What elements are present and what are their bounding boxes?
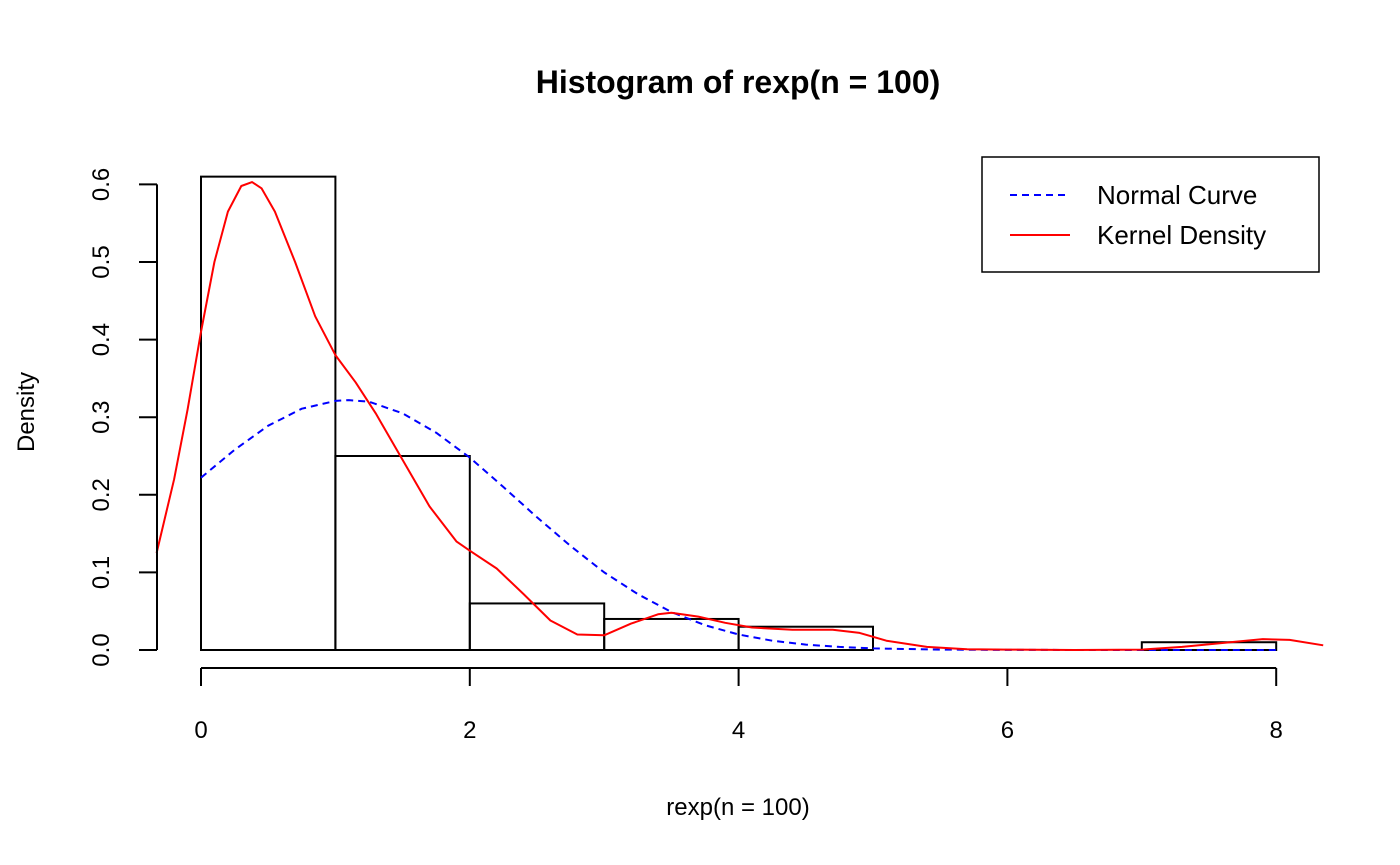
y-tick-label-3: 0.3	[88, 401, 115, 434]
histogram-bars	[200, 175, 1278, 652]
y-tick-label-0: 0.0	[88, 633, 115, 666]
x-axis: 0 2 4 6 8	[194, 667, 1283, 744]
legend-box	[981, 156, 1320, 273]
normal-curve	[200, 399, 1277, 651]
x-tick-label-8: 8	[1270, 717, 1283, 744]
y-tick-label-1: 0.1	[88, 556, 115, 589]
histogram-bar-1	[334, 455, 471, 651]
y-axis: 0.0 0.1 0.2 0.3 0.4 0.5 0.6	[88, 168, 158, 667]
x-tick-label-4: 4	[732, 717, 745, 744]
x-tick-label-0: 0	[194, 717, 207, 744]
y-tick-label-6: 0.6	[88, 168, 115, 201]
histogram-bar-0	[200, 175, 337, 651]
y-tick-label-4: 0.4	[88, 323, 115, 356]
kernel-density-curve	[155, 181, 1324, 651]
histogram-bar-2	[468, 602, 606, 652]
x-tick-label-2: 2	[463, 717, 476, 744]
y-axis-label: Density	[13, 372, 40, 452]
x-axis-label: rexp(n = 100)	[666, 794, 809, 821]
y-tick-label-2: 0.2	[88, 478, 115, 511]
legend: Normal Curve Kernel Density	[981, 156, 1320, 273]
density-curves	[155, 181, 1324, 651]
histogram-bar-3	[603, 617, 740, 652]
chart-title: Histogram of rexp(n = 100)	[536, 64, 941, 100]
x-tick-label-6: 6	[1001, 717, 1014, 744]
legend-label-kernel-density: Kernel Density	[1097, 220, 1266, 250]
y-tick-label-5: 0.5	[88, 245, 115, 278]
legend-label-normal-curve: Normal Curve	[1097, 180, 1257, 210]
histogram-bar-4	[737, 625, 874, 651]
